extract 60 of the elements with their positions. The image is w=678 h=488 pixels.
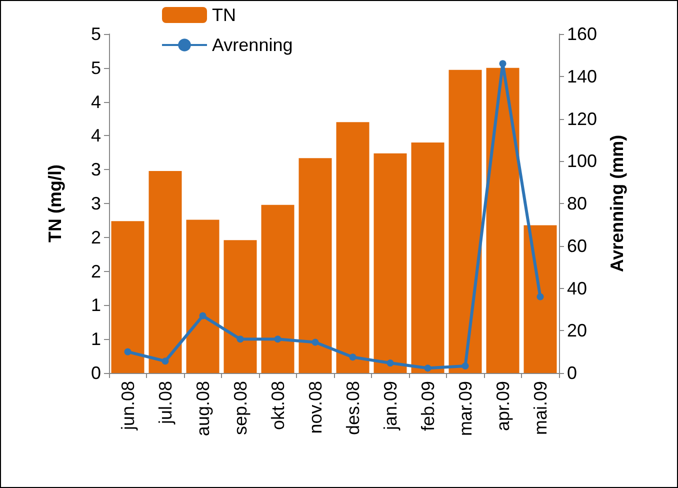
y-tick-label: 1	[90, 329, 101, 350]
x-tick-label: mai.09	[530, 381, 550, 436]
y2-tick-label: 60	[567, 236, 588, 256]
x-tick-label: okt.08	[268, 381, 288, 430]
y-tick-label: 3	[90, 194, 101, 214]
y2-tick-label: 20	[567, 320, 588, 341]
bar	[374, 153, 407, 373]
point	[236, 336, 244, 343]
bar	[524, 225, 557, 373]
y2-tick-label: 120	[567, 108, 598, 129]
x-tick-label: apr.09	[492, 381, 513, 432]
point	[199, 312, 206, 320]
y-tick-label: 2	[90, 227, 101, 248]
y-tick-label: 4	[90, 92, 101, 112]
point	[349, 354, 356, 361]
y-tick-label: 0	[90, 363, 101, 383]
y-tick-label: 1	[90, 295, 101, 316]
x-tick-label: jul.08	[155, 381, 176, 426]
y-tick-label: 4	[90, 126, 101, 146]
x-tick-label: sep.08	[230, 381, 250, 436]
y-axis-title: TN (mg/l)	[45, 164, 65, 242]
x-tick-label: aug.08	[192, 381, 213, 436]
y2-tick-label: 80	[567, 194, 588, 214]
point	[499, 60, 506, 68]
y2-tick-label: 160	[567, 24, 598, 44]
x-tick-label: feb.09	[418, 381, 438, 432]
y-tick-label: 5	[90, 24, 101, 44]
point	[424, 364, 432, 372]
y-tick-label: 3	[90, 160, 101, 180]
bar	[148, 170, 182, 373]
y2-axis-title: Avrenning (mm)	[606, 134, 627, 272]
y2-tick-label: 40	[567, 278, 588, 298]
x-tick-label: nov.08	[305, 381, 326, 434]
bar	[411, 142, 444, 373]
point	[124, 348, 132, 356]
x-tick-label: mar.09	[455, 381, 476, 436]
y-tick-label: 5	[90, 58, 101, 78]
bar	[224, 240, 257, 373]
bar	[186, 220, 220, 373]
bar	[486, 68, 520, 373]
x-tick-label: jun.08	[118, 381, 138, 432]
y2-tick-label: 140	[567, 66, 598, 86]
y2-tick-label: 100	[567, 151, 598, 172]
bar	[111, 221, 144, 373]
bar	[336, 122, 370, 373]
x-tick-label: des.08	[342, 381, 363, 436]
point	[162, 358, 169, 365]
x-tick-label: jan.09	[380, 381, 400, 432]
point	[274, 336, 282, 343]
bar	[448, 70, 482, 373]
point	[386, 360, 394, 367]
point	[312, 338, 319, 346]
bar	[298, 158, 332, 373]
y2-tick-label: 0	[567, 363, 578, 383]
bar	[261, 204, 294, 373]
y-tick-label: 2	[90, 261, 101, 282]
legend-label: TN	[212, 5, 236, 25]
legend-label: Avrenning	[212, 35, 293, 55]
point	[462, 362, 469, 370]
point	[536, 293, 544, 300]
